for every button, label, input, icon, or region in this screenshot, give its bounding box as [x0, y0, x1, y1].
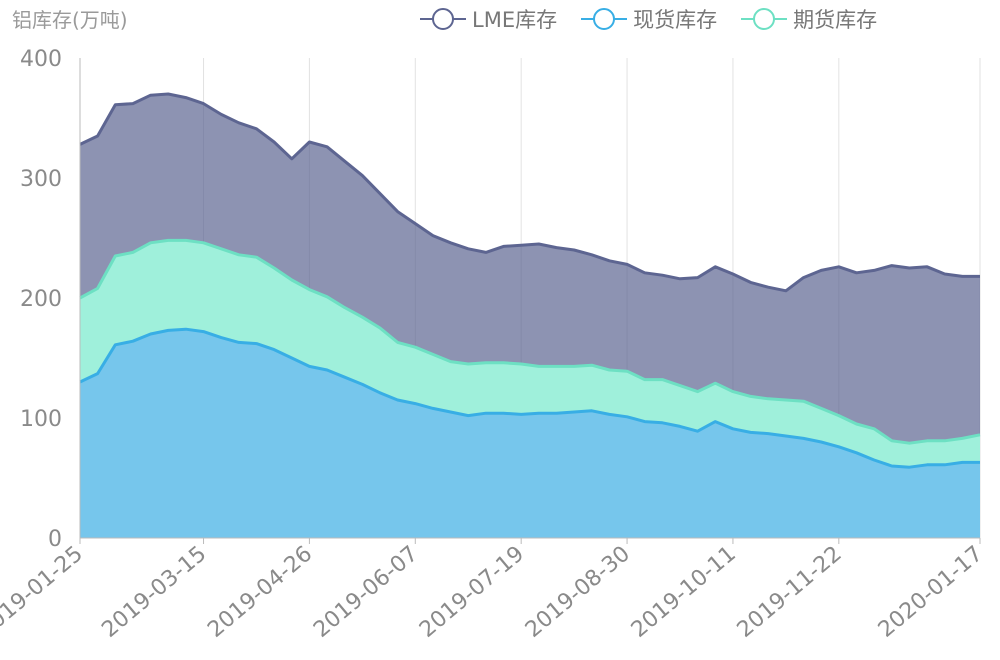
legend-marker-spot [581, 7, 628, 31]
legend-marker-futures [741, 7, 788, 31]
y-axis-title: 铝库存(万吨) [12, 8, 128, 32]
legend-item-lme[interactable]: LME库存 [420, 4, 557, 34]
legend-label-futures: 期货库存 [793, 8, 878, 32]
x-tick-label-4: 2019-07-19 [415, 541, 529, 642]
legend-item-futures[interactable]: 期货库存 [741, 4, 877, 34]
y-tick-label-400: 400 [20, 47, 62, 72]
y-tick-label-200: 200 [20, 287, 62, 312]
line-lme [79, 92, 980, 293]
x-tick-label-8: 2020-01-17 [874, 541, 988, 642]
x-tick-label-7: 2019-11-22 [733, 541, 847, 642]
y-tick-label-100: 100 [20, 407, 62, 432]
legend-marker-lme [420, 7, 466, 31]
x-tick-label-5: 2019-08-30 [521, 541, 635, 642]
x-tick-label-2: 2019-04-26 [203, 541, 317, 642]
line-spot [79, 327, 980, 469]
legend-label-spot: 现货库存 [633, 8, 718, 32]
y-tick-label-0: 0 [48, 527, 62, 552]
area-spot [80, 329, 980, 538]
line-futures [79, 238, 981, 445]
y-tick-label-300: 300 [20, 167, 62, 192]
legend: LME库存 现货库存 期货库存 [420, 4, 877, 34]
x-tick-label-3: 2019-06-07 [309, 541, 423, 642]
legend-item-spot[interactable]: 现货库存 [581, 4, 717, 34]
x-tick-label-6: 2019-10-11 [627, 541, 741, 642]
x-tick-label-1: 2019-03-15 [97, 541, 211, 642]
x-tick-label-0: 2019-01-25 [0, 541, 88, 642]
legend-label-lme: LME库存 [472, 8, 558, 32]
